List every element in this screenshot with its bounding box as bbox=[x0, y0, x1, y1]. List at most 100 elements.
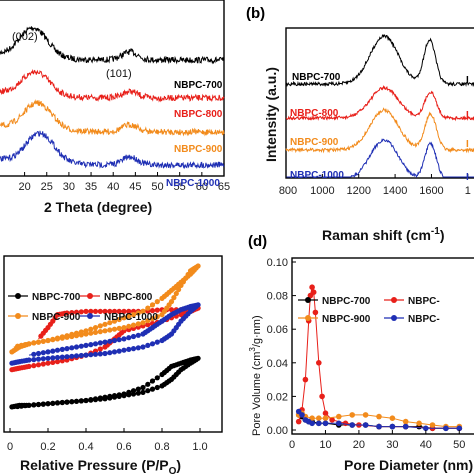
isotherm-point bbox=[88, 330, 94, 336]
isotherm-point bbox=[92, 351, 99, 357]
isotherm-point bbox=[15, 403, 21, 410]
isotherm-point bbox=[111, 349, 118, 355]
isotherm-point bbox=[97, 351, 103, 357]
pore-point bbox=[322, 420, 329, 427]
isotherm-x-tick-label: 0.4 bbox=[78, 441, 93, 453]
raman-series-nbpc-800 bbox=[285, 85, 474, 122]
isotherm-point bbox=[145, 381, 151, 387]
panel-d-series-group bbox=[295, 284, 463, 432]
isotherm-x-tick-label: 0.2 bbox=[40, 441, 55, 453]
pore-y-tick-label: 0.08 bbox=[267, 291, 288, 303]
isotherm-point bbox=[69, 399, 75, 405]
isotherm-point bbox=[26, 363, 32, 369]
isotherm-point bbox=[102, 321, 108, 327]
isotherm-point bbox=[111, 308, 118, 314]
isotherm-point bbox=[121, 347, 127, 353]
pore-x-tick-label: 50 bbox=[453, 439, 465, 451]
isotherm-point bbox=[15, 343, 21, 349]
isotherm-point bbox=[88, 342, 94, 348]
isotherm-point bbox=[64, 399, 70, 405]
isotherm-point bbox=[35, 356, 42, 362]
isotherm-point bbox=[35, 362, 42, 368]
isotherm-point bbox=[50, 359, 56, 365]
isotherm-point bbox=[107, 338, 113, 344]
isotherm-point bbox=[97, 395, 103, 401]
xrd-x-axis-title: 2 Theta (degree) bbox=[44, 199, 152, 215]
isotherm-point bbox=[140, 389, 146, 395]
xrd-x-tick-label: 40 bbox=[107, 181, 119, 193]
isotherm-point bbox=[126, 389, 132, 395]
panel-b-series-group bbox=[285, 34, 474, 179]
pore-point bbox=[336, 413, 342, 420]
isotherm-point bbox=[40, 338, 46, 344]
isotherm-point bbox=[54, 359, 61, 365]
panel-b-ticks: 800 1000 1200 1400 1600 1 bbox=[279, 174, 471, 197]
pore-point bbox=[423, 425, 429, 432]
legend-c-swatch-marker bbox=[15, 293, 21, 299]
pore-point bbox=[456, 425, 463, 432]
isotherm-x-tick-label: 0 bbox=[7, 441, 13, 453]
pore-point bbox=[312, 309, 319, 316]
isotherm-point bbox=[26, 357, 32, 363]
isotherm-point bbox=[45, 360, 51, 366]
pore-point bbox=[416, 420, 422, 427]
panel-a-ticks: 20 25 30 35 40 45 50 55 60 65 bbox=[18, 172, 230, 193]
pore-point bbox=[309, 284, 315, 291]
xrd-x-tick-label: 35 bbox=[85, 181, 97, 193]
isotherm-point bbox=[121, 308, 127, 314]
pore-point bbox=[402, 423, 409, 430]
isotherm-point bbox=[102, 308, 108, 314]
isotherm-point bbox=[121, 325, 127, 331]
isotherm-point bbox=[35, 350, 42, 357]
isotherm-x-axis-title-main: Relative Pressure (P/P bbox=[20, 457, 169, 473]
isotherm-point bbox=[121, 315, 127, 321]
isotherm-point bbox=[78, 398, 84, 404]
pore-point bbox=[443, 425, 449, 432]
isotherm-point bbox=[121, 336, 127, 342]
pore-point bbox=[402, 418, 409, 425]
isotherm-point bbox=[45, 401, 51, 407]
panel-a-series-group bbox=[0, 26, 225, 170]
isotherm-point bbox=[135, 386, 141, 392]
isotherm-point bbox=[149, 308, 156, 314]
isotherm-point bbox=[168, 299, 175, 305]
isotherm-point bbox=[83, 397, 89, 404]
legend-d-label: NBPC- bbox=[408, 296, 440, 307]
xrd-x-tick-label: 65 bbox=[218, 181, 230, 193]
isotherm-point bbox=[171, 295, 177, 301]
isotherm-point bbox=[69, 331, 75, 337]
isotherm-point bbox=[126, 323, 132, 329]
legend-c-swatch-marker bbox=[87, 293, 93, 299]
pore-point bbox=[299, 412, 305, 418]
raman-x-tick-label: 1000 bbox=[310, 185, 334, 197]
xrd-series-nbpc-1000 bbox=[0, 130, 225, 170]
raman-x-tick-label: 1200 bbox=[346, 185, 370, 197]
raman-x-axis-title-sup: -1 bbox=[431, 226, 440, 237]
isotherm-point bbox=[38, 333, 44, 339]
isotherm-point bbox=[83, 352, 89, 358]
isotherm-point bbox=[73, 353, 80, 359]
panel-c-series-group bbox=[9, 263, 201, 410]
isotherm-point bbox=[92, 341, 99, 347]
pore-point bbox=[316, 415, 322, 422]
isotherm-point bbox=[97, 308, 103, 314]
raman-label-nbpc-700: NBPC-700 bbox=[292, 72, 341, 83]
isotherm-point bbox=[40, 356, 46, 362]
isotherm-x-tick-label: 0.8 bbox=[154, 441, 169, 453]
isotherm-x-axis-title-sub: O bbox=[169, 466, 177, 474]
isotherm-point bbox=[64, 354, 70, 360]
isotherm-point bbox=[59, 358, 65, 364]
raman-x-tick-label: 1600 bbox=[419, 185, 443, 197]
xrd-x-tick-label: 55 bbox=[174, 181, 186, 193]
isotherm-point bbox=[154, 314, 160, 320]
pore-point bbox=[376, 423, 382, 430]
isotherm-point bbox=[31, 402, 37, 408]
pore-point bbox=[429, 422, 436, 428]
pore-x-axis-title: Pore Diameter (nm) bbox=[344, 457, 473, 473]
isotherm-point bbox=[130, 322, 137, 328]
isotherm-point bbox=[173, 290, 179, 297]
isotherm-point bbox=[69, 345, 75, 351]
isotherm-point bbox=[59, 346, 65, 352]
legend-c-label: NBPC-1000 bbox=[104, 312, 158, 323]
isotherm-point bbox=[145, 305, 151, 311]
